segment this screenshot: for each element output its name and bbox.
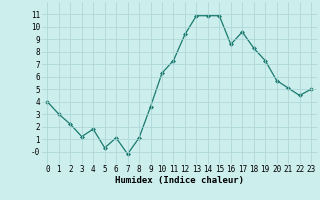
X-axis label: Humidex (Indice chaleur): Humidex (Indice chaleur): [115, 176, 244, 185]
